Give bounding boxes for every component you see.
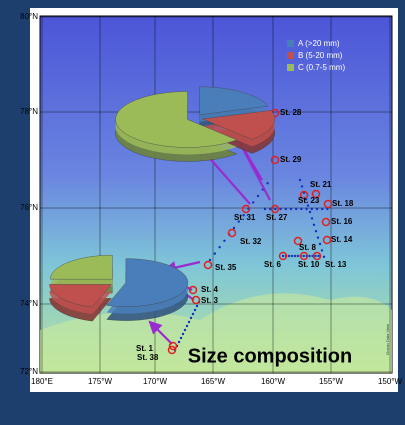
cast-dot: [321, 249, 323, 251]
lat-label: 76°N: [20, 203, 38, 212]
cast-dot: [311, 217, 313, 219]
lon-label: 175°W: [88, 377, 113, 386]
cast-dot: [309, 211, 311, 213]
cast-dot: [264, 208, 266, 210]
station-label: St. 6: [264, 260, 281, 269]
cast-dot: [194, 309, 196, 311]
cast-dot: [257, 195, 259, 197]
cast-dot: [182, 333, 184, 335]
station-label: St. 13: [325, 260, 347, 269]
station-label: St. 18: [332, 199, 354, 208]
cast-dot: [180, 337, 182, 339]
credit: Ocean Data View: [385, 324, 390, 355]
lat-label: 74°N: [20, 299, 38, 308]
station-label: St. 10: [298, 260, 320, 269]
station-label: St. 16: [331, 217, 353, 226]
cast-dot: [178, 341, 180, 343]
cast-dot: [196, 305, 198, 307]
cast-dot: [218, 246, 220, 248]
cast-dot: [294, 255, 296, 257]
lat-label: 80°N: [20, 12, 38, 21]
legend-label: B (5-20 mm): [298, 51, 343, 60]
cast-dot: [305, 208, 307, 210]
lat-label: 78°N: [20, 107, 38, 116]
station-label: St. 31: [234, 213, 256, 222]
lon-label: 155°W: [319, 377, 344, 386]
cast-dot: [315, 230, 317, 232]
cast-dot: [223, 240, 225, 242]
lon-label: 180°E: [31, 377, 53, 386]
station-label: St. 21: [310, 180, 332, 189]
station-label: St. 3: [201, 296, 218, 305]
cast-dot: [184, 329, 186, 331]
cast-dot: [233, 227, 235, 229]
cast-dot: [308, 255, 310, 257]
cast-dot: [288, 255, 290, 257]
station-label: St. 14: [331, 235, 353, 244]
legend-swatch: [287, 40, 294, 47]
station-label: St. 1: [136, 344, 153, 353]
cast-dot: [285, 208, 287, 210]
cast-dot: [266, 182, 268, 184]
legend-swatch: [287, 52, 294, 59]
title: Size composition: [188, 345, 352, 367]
cast-dot: [188, 321, 190, 323]
cast-dot: [314, 255, 316, 257]
station-label: St. 27: [266, 213, 288, 222]
cast-dot: [295, 208, 297, 210]
lon-label: 165°W: [201, 377, 226, 386]
station-label: St. 23: [298, 196, 320, 205]
cast-dot: [209, 259, 211, 261]
station-label: St. 29: [280, 155, 302, 164]
cast-dot: [321, 208, 323, 210]
lon-label: 160°W: [261, 377, 286, 386]
cast-dot: [214, 252, 216, 254]
cast-dot: [319, 243, 321, 245]
station-label: St. 35: [215, 263, 237, 272]
cast-dot: [297, 255, 299, 257]
cast-dot: [323, 256, 325, 258]
lon-label: 150°W: [378, 377, 403, 386]
cast-dot: [311, 208, 313, 210]
station-label: St. 38: [137, 353, 159, 362]
cast-dot: [299, 179, 301, 181]
cast-dot: [252, 201, 254, 203]
cast-dot: [301, 185, 303, 187]
cast-dot: [282, 255, 284, 257]
legend-swatch: [287, 64, 294, 71]
station-label: St. 4: [201, 285, 218, 294]
cast-dot: [313, 224, 315, 226]
station-label: St. 8: [299, 243, 316, 252]
cast-dot: [279, 208, 281, 210]
cast-dot: [190, 317, 192, 319]
cast-dot: [303, 255, 305, 257]
cast-dot: [274, 208, 276, 210]
lon-label: 170°W: [143, 377, 168, 386]
cast-dot: [317, 236, 319, 238]
cast-dot: [317, 255, 319, 257]
legend-label: A (>20 mm): [298, 39, 340, 48]
legend-label: C (0.7-5 mm): [298, 63, 345, 72]
cast-dot: [300, 208, 302, 210]
station-label: St. 28: [280, 108, 302, 117]
cast-dot: [291, 255, 293, 257]
map-figure: St. 28 St. 29 St. 21 St. 23 St. 18 St. 27 St. …: [0, 0, 405, 425]
lat-label: 72°N: [20, 367, 38, 376]
station-label: St. 32: [240, 237, 262, 246]
cast-dot: [316, 208, 318, 210]
cast-dot: [290, 208, 292, 210]
cast-dot: [186, 325, 188, 327]
cast-dot: [192, 313, 194, 315]
